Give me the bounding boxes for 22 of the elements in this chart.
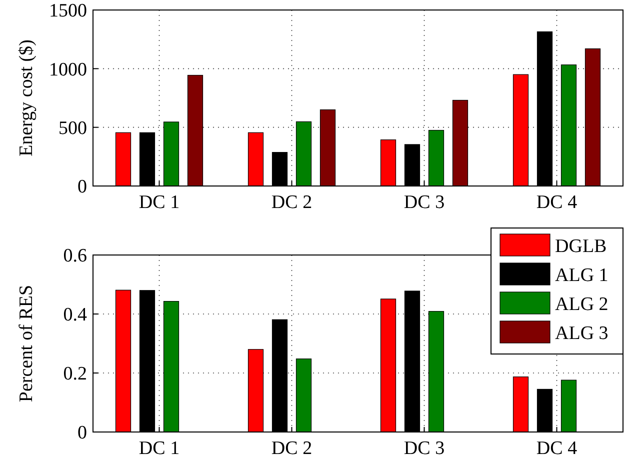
x-tick-label: DC 1 bbox=[138, 192, 180, 213]
y-axis-title: Energy cost ($) bbox=[16, 40, 37, 156]
x-tick-label: DC 1 bbox=[138, 438, 180, 459]
x-tick-label: DC 2 bbox=[271, 438, 312, 459]
y-tick-label: 1500 bbox=[49, 0, 87, 22]
legend-label: ALG 3 bbox=[555, 323, 608, 344]
y-tick-label: 0 bbox=[78, 176, 87, 198]
legend-label: DGLB bbox=[555, 236, 607, 257]
x-tick-label: DC 3 bbox=[404, 438, 445, 459]
x-tick-label: DC 4 bbox=[536, 192, 578, 213]
y-tick-label: 500 bbox=[58, 118, 87, 139]
y-tick-label: 0.2 bbox=[63, 364, 87, 385]
legend-label: ALG 2 bbox=[555, 294, 608, 315]
y-tick-label: 1000 bbox=[49, 59, 87, 80]
y-tick-label: 0 bbox=[78, 422, 87, 444]
y-axis-title: Percent of RES bbox=[16, 284, 37, 402]
y-tick-label: 0.6 bbox=[63, 246, 87, 267]
y-tick-label: 0.4 bbox=[63, 304, 88, 326]
legend-label: ALG 1 bbox=[555, 265, 608, 286]
x-tick-label: DC 2 bbox=[271, 192, 312, 213]
x-tick-label: DC 4 bbox=[536, 438, 578, 459]
x-tick-label: DC 3 bbox=[404, 192, 445, 213]
